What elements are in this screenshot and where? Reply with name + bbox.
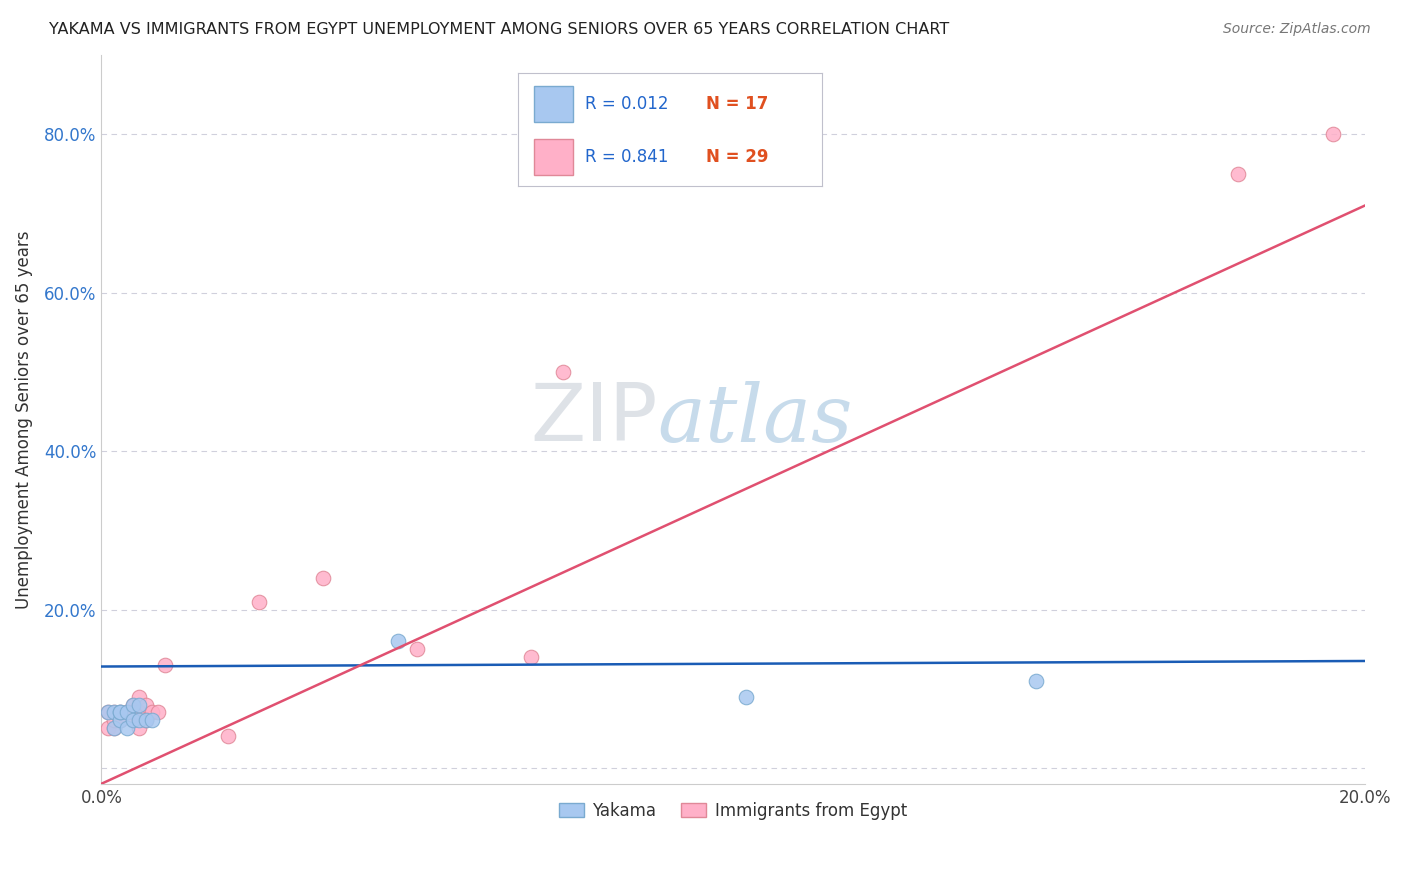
Point xyxy=(122,698,145,712)
Point xyxy=(122,714,145,728)
Point xyxy=(97,706,120,720)
Text: Source: ZipAtlas.com: Source: ZipAtlas.com xyxy=(1223,22,1371,37)
Point xyxy=(551,365,574,379)
Point xyxy=(110,706,132,720)
Point xyxy=(103,706,125,720)
Point xyxy=(387,634,409,648)
Point xyxy=(1025,673,1047,688)
Point xyxy=(128,698,150,712)
Point xyxy=(122,698,145,712)
Point xyxy=(135,714,157,728)
Point xyxy=(128,706,150,720)
Point xyxy=(103,714,125,728)
Text: YAKAMA VS IMMIGRANTS FROM EGYPT UNEMPLOYMENT AMONG SENIORS OVER 65 YEARS CORRELA: YAKAMA VS IMMIGRANTS FROM EGYPT UNEMPLOY… xyxy=(49,22,949,37)
Point xyxy=(141,706,163,720)
Point xyxy=(406,642,429,657)
Point xyxy=(1322,128,1344,142)
Point xyxy=(141,714,163,728)
Point xyxy=(122,706,145,720)
Point xyxy=(97,721,120,735)
Point xyxy=(97,706,120,720)
Text: ZIP: ZIP xyxy=(530,380,658,458)
Point xyxy=(110,706,132,720)
Point xyxy=(122,714,145,728)
Y-axis label: Unemployment Among Seniors over 65 years: Unemployment Among Seniors over 65 years xyxy=(15,230,32,608)
Point xyxy=(115,706,138,720)
Point xyxy=(520,650,543,665)
Point xyxy=(103,721,125,735)
Point xyxy=(103,721,125,735)
Point xyxy=(110,706,132,720)
Point xyxy=(110,714,132,728)
Point xyxy=(110,714,132,728)
Point xyxy=(1227,167,1250,181)
Point xyxy=(128,721,150,735)
Point xyxy=(734,690,756,704)
Point xyxy=(247,594,270,608)
Point xyxy=(128,714,150,728)
Point xyxy=(217,729,239,743)
Point xyxy=(115,721,138,735)
Text: atlas: atlas xyxy=(658,381,852,458)
Point xyxy=(135,698,157,712)
Point xyxy=(115,706,138,720)
Point xyxy=(148,706,170,720)
Point xyxy=(128,690,150,704)
Point xyxy=(115,706,138,720)
Point xyxy=(110,714,132,728)
Legend: Yakama, Immigrants from Egypt: Yakama, Immigrants from Egypt xyxy=(553,795,914,826)
Point xyxy=(135,714,157,728)
Point xyxy=(153,657,176,672)
Point xyxy=(103,706,125,720)
Point xyxy=(311,571,333,585)
